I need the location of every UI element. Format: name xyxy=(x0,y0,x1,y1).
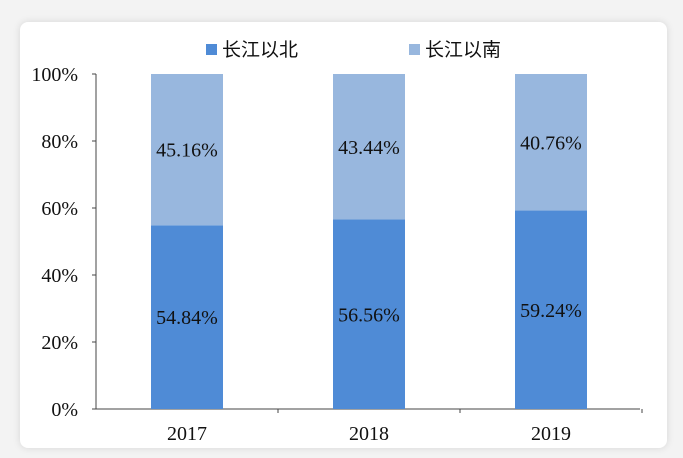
y-tick-label: 40% xyxy=(41,265,78,287)
legend-swatch-north xyxy=(206,44,217,55)
bar-south-2019 xyxy=(515,74,587,211)
y-tick-label: 80% xyxy=(41,131,78,153)
data-label: 43.44% xyxy=(338,137,400,159)
data-label: 40.76% xyxy=(520,132,582,154)
x-tick-label: 2019 xyxy=(531,423,571,445)
y-tick-label: 60% xyxy=(41,198,78,220)
x-tick-label: 2018 xyxy=(349,423,389,445)
y-tick-label: 20% xyxy=(41,332,78,354)
bar-south-2018 xyxy=(333,74,405,220)
bar-north-2017 xyxy=(151,225,223,409)
y-tick-label: 100% xyxy=(31,64,78,86)
bar-north-2019 xyxy=(515,210,587,409)
legend-label-north: 长江以北 xyxy=(222,39,298,61)
y-tick-label: 0% xyxy=(51,399,78,421)
data-label: 56.56% xyxy=(338,304,400,326)
x-tick-label: 2017 xyxy=(167,423,207,445)
data-label: 54.84% xyxy=(156,307,218,329)
legend: 长江以北 长江以南 xyxy=(206,39,501,61)
legend-swatch-south xyxy=(409,44,420,55)
bar-north-2018 xyxy=(333,219,405,409)
data-label: 45.16% xyxy=(156,140,218,162)
bar-south-2017 xyxy=(151,74,223,226)
legend-label-south: 长江以南 xyxy=(425,39,501,61)
data-label: 59.24% xyxy=(520,300,582,322)
